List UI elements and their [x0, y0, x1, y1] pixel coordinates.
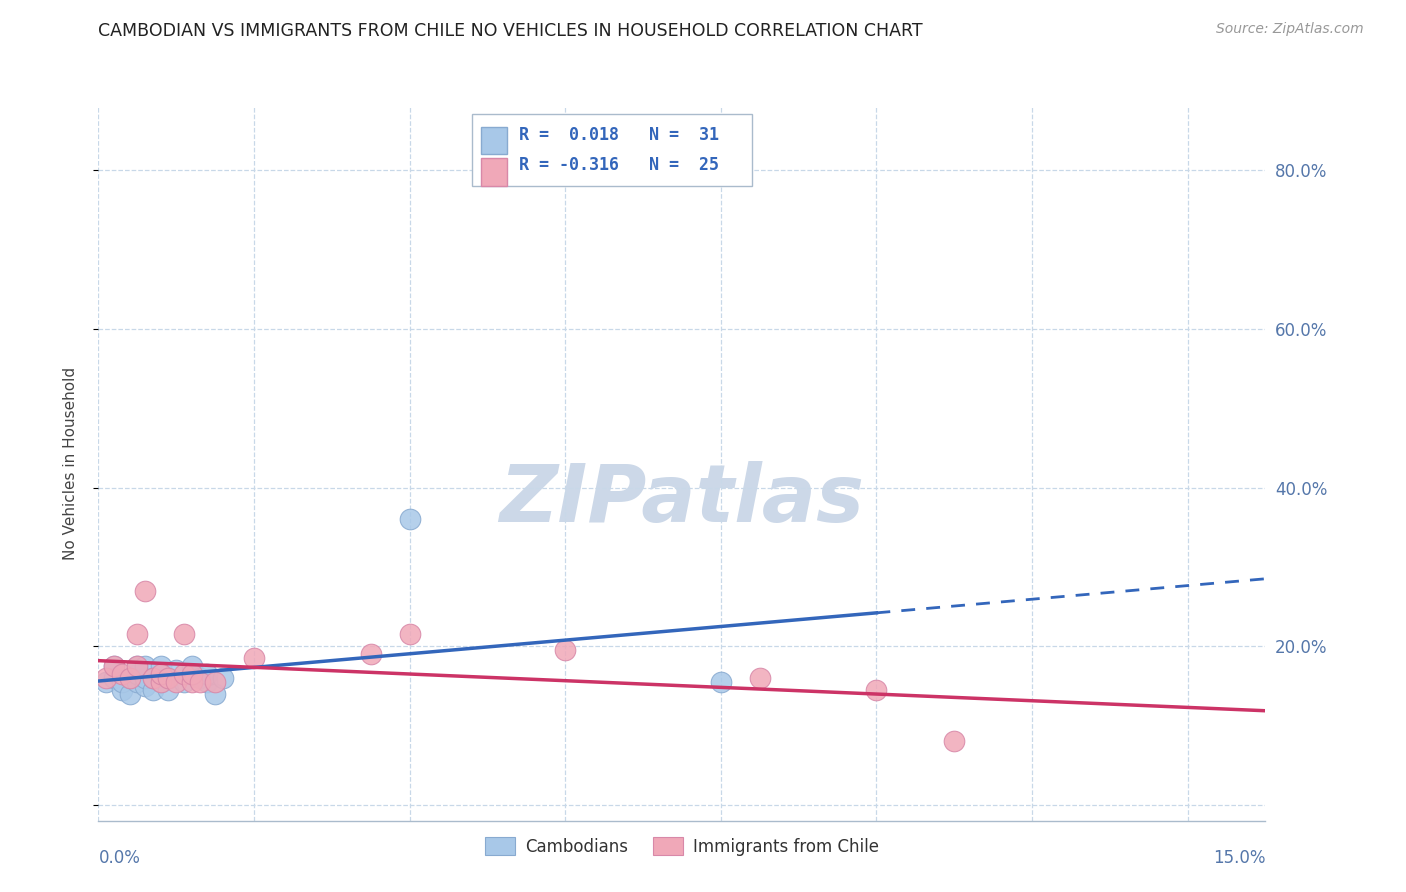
- Point: [142, 671, 165, 685]
- Point: [111, 682, 134, 697]
- Point: [173, 627, 195, 641]
- Point: [710, 674, 733, 689]
- Point: [127, 627, 149, 641]
- Point: [134, 679, 156, 693]
- FancyBboxPatch shape: [472, 114, 752, 186]
- Point: [127, 667, 149, 681]
- Point: [195, 674, 218, 689]
- Point: [134, 671, 156, 685]
- Text: 0.0%: 0.0%: [98, 849, 141, 867]
- Point: [173, 674, 195, 689]
- FancyBboxPatch shape: [481, 159, 508, 186]
- Point: [127, 674, 149, 689]
- Point: [134, 583, 156, 598]
- Point: [173, 667, 195, 681]
- Point: [157, 671, 180, 685]
- Point: [127, 659, 149, 673]
- Point: [103, 671, 125, 685]
- Point: [103, 659, 125, 673]
- Point: [149, 659, 172, 673]
- Point: [165, 663, 187, 677]
- Legend: Cambodians, Immigrants from Chile: Cambodians, Immigrants from Chile: [478, 830, 886, 863]
- Point: [103, 659, 125, 673]
- Point: [134, 659, 156, 673]
- Point: [212, 671, 235, 685]
- Point: [127, 659, 149, 673]
- Point: [554, 643, 576, 657]
- Point: [111, 667, 134, 681]
- Text: ZIPatlas: ZIPatlas: [499, 460, 865, 539]
- Point: [748, 671, 770, 685]
- Point: [111, 674, 134, 689]
- Point: [204, 687, 226, 701]
- Text: CAMBODIAN VS IMMIGRANTS FROM CHILE NO VEHICLES IN HOUSEHOLD CORRELATION CHART: CAMBODIAN VS IMMIGRANTS FROM CHILE NO VE…: [98, 22, 924, 40]
- FancyBboxPatch shape: [481, 127, 508, 154]
- Point: [188, 674, 211, 689]
- Point: [188, 671, 211, 685]
- Point: [149, 674, 172, 689]
- Y-axis label: No Vehicles in Household: No Vehicles in Household: [63, 368, 77, 560]
- Point: [165, 674, 187, 689]
- Point: [157, 682, 180, 697]
- Text: Source: ZipAtlas.com: Source: ZipAtlas.com: [1216, 22, 1364, 37]
- Point: [180, 659, 202, 673]
- Point: [96, 674, 118, 689]
- Point: [149, 667, 172, 681]
- Point: [142, 671, 165, 685]
- Point: [118, 671, 141, 685]
- Point: [398, 627, 420, 641]
- Point: [243, 651, 266, 665]
- Point: [118, 687, 141, 701]
- Point: [149, 667, 172, 681]
- Point: [142, 682, 165, 697]
- Point: [360, 647, 382, 661]
- Point: [96, 671, 118, 685]
- Point: [204, 674, 226, 689]
- Text: R = -0.316   N =  25: R = -0.316 N = 25: [519, 155, 718, 174]
- Point: [180, 667, 202, 681]
- Point: [118, 671, 141, 685]
- Text: 15.0%: 15.0%: [1213, 849, 1265, 867]
- Point: [157, 671, 180, 685]
- Point: [149, 674, 172, 689]
- Text: R =  0.018   N =  31: R = 0.018 N = 31: [519, 126, 718, 144]
- Point: [180, 674, 202, 689]
- Point: [865, 682, 887, 697]
- Point: [195, 667, 218, 681]
- Point: [398, 512, 420, 526]
- Point: [180, 667, 202, 681]
- Point: [943, 734, 966, 748]
